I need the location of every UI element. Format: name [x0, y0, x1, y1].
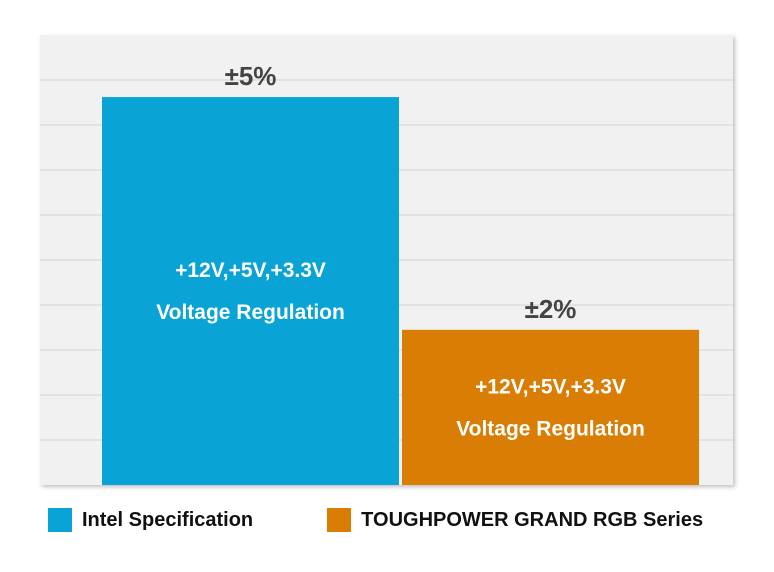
bar-labels: ±5% +12V,+5V,+3.3V Voltage Regulation ±2% +1… — [156, 61, 645, 440]
legend-item-intel: Intel Specification — [48, 508, 253, 532]
bars — [102, 97, 699, 485]
value-label: ±2% — [525, 294, 577, 324]
bar-text-rails: +12V,+5V,+3.3V — [475, 375, 626, 398]
legend-item-toughpower: TOUGHPOWER GRAND RGB Series — [327, 508, 703, 532]
value-label: ±5% — [225, 61, 277, 91]
bar-text-regulation: Voltage Regulation — [156, 301, 345, 324]
legend-swatch-toughpower — [327, 508, 352, 532]
bar-text-regulation: Voltage Regulation — [456, 417, 645, 440]
legend-label-toughpower: TOUGHPOWER GRAND RGB Series — [361, 508, 704, 531]
bar-intel — [102, 97, 399, 485]
legend: Intel Specification TOUGHPOWER GRAND RGB… — [48, 508, 774, 532]
bar-toughpower — [402, 329, 699, 485]
legend-swatch-intel — [48, 508, 72, 532]
bar-text-rails: +12V,+5V,+3.3V — [175, 259, 326, 282]
legend-label-intel: Intel Specification — [82, 508, 254, 531]
